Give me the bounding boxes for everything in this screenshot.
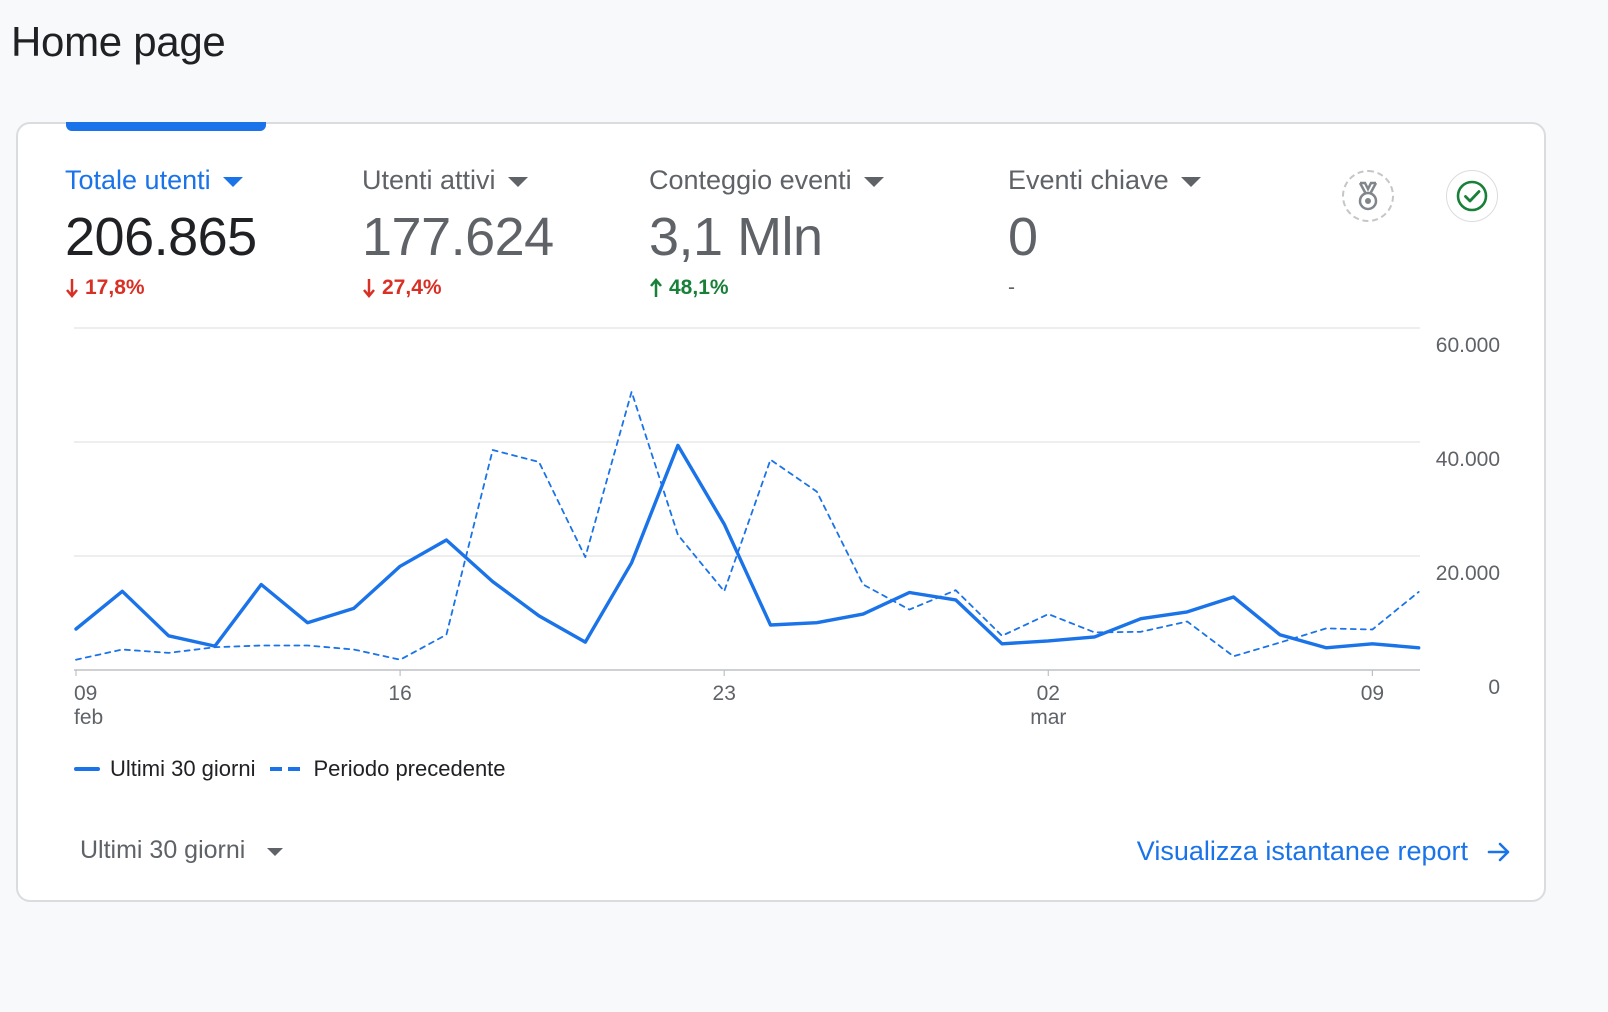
metric-change-value: 17,8%	[85, 276, 145, 299]
metric-label: Utenti attivi	[362, 165, 496, 195]
legend-label: Periodo precedente	[313, 756, 506, 781]
report-link-label: Visualizza istantanee report	[1136, 836, 1468, 866]
metric-label: Conteggio eventi	[649, 165, 852, 195]
metric-change-value: -	[1008, 276, 1015, 299]
medal-icon	[1358, 181, 1378, 211]
arrow-right-icon	[1487, 842, 1510, 861]
legend-item-previous: Periodo precedente	[269, 756, 506, 782]
metric-change-value: 27,4%	[382, 276, 442, 299]
metric-selector[interactable]: Conteggio eventi	[649, 165, 884, 196]
active-tab-indicator	[66, 122, 266, 131]
metric-totale-utenti[interactable]: Totale utenti 206.865 17,8%	[65, 165, 257, 300]
metric-utenti-attivi[interactable]: Utenti attivi 177.624 27,4%	[362, 165, 554, 300]
arrow-down-icon	[363, 279, 375, 298]
metric-selector[interactable]: Utenti attivi	[362, 165, 554, 196]
metric-value: 0	[1008, 207, 1038, 267]
metric-change: 17,8%	[65, 276, 257, 300]
metric-selector[interactable]: Eventi chiave	[1008, 165, 1201, 196]
chevron-down-icon	[1180, 176, 1201, 187]
metric-change: 27,4%	[362, 276, 554, 300]
chevron-down-icon	[267, 847, 284, 856]
metric-change-value: 48,1%	[669, 276, 729, 299]
metric-label: Totale utenti	[65, 165, 211, 195]
arrow-down-icon	[66, 279, 78, 298]
period-label: Ultimi 30 giorni	[80, 836, 246, 864]
insights-button[interactable]	[1342, 170, 1394, 222]
chevron-down-icon	[507, 176, 528, 187]
page-title: Home page	[11, 18, 226, 65]
legend-solid-swatch	[74, 767, 100, 771]
metric-change: 48,1%	[649, 276, 884, 300]
legend-item-current: Ultimi 30 giorni	[74, 756, 256, 782]
legend-dashed-swatch	[269, 767, 304, 771]
metric-label: Eventi chiave	[1008, 165, 1169, 195]
metric-conteggio-eventi[interactable]: Conteggio eventi 3,1 Mln 48,1%	[649, 165, 884, 300]
view-reports-link[interactable]: Visualizza istantanee report	[1137, 836, 1512, 867]
metric-selector[interactable]: Totale utenti	[65, 165, 257, 196]
metric-value: 206.865	[65, 207, 257, 267]
metric-eventi-chiave[interactable]: Eventi chiave 0 -	[1008, 165, 1201, 300]
metric-value: 3,1 Mln	[649, 207, 823, 267]
chevron-down-icon	[222, 176, 243, 187]
check-circle-icon	[1456, 180, 1488, 212]
period-dropdown[interactable]: Ultimi 30 giorni	[80, 836, 284, 865]
chevron-down-icon	[863, 176, 884, 187]
status-button[interactable]	[1446, 170, 1498, 222]
metric-value: 177.624	[362, 207, 554, 267]
chart-legend: Ultimi 30 giorni Periodo precedente	[74, 756, 506, 782]
metric-change: -	[1008, 276, 1201, 300]
arrow-up-icon	[650, 278, 662, 297]
legend-label: Ultimi 30 giorni	[110, 756, 256, 781]
